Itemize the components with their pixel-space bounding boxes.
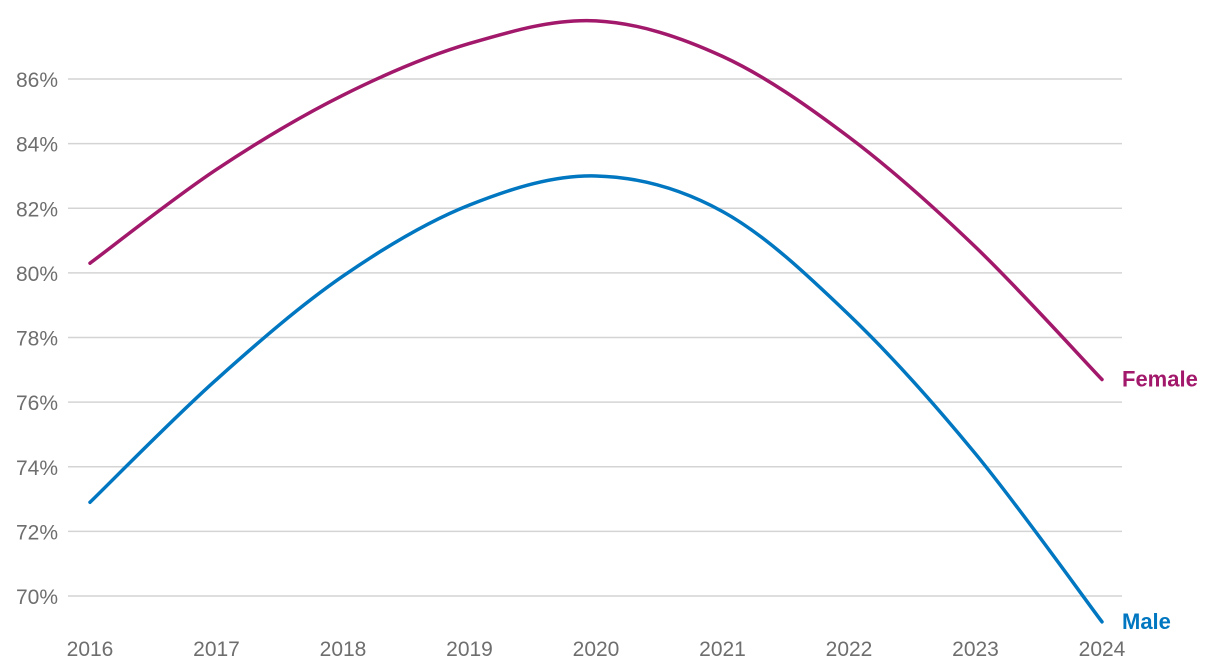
- y-tick-label: 84%: [16, 134, 58, 157]
- y-tick-label: 86%: [16, 69, 58, 92]
- series-lines: [88, 18, 1104, 624]
- y-tick-label: 74%: [16, 457, 58, 480]
- gridlines: [68, 78, 1122, 597]
- y-tick-label: 80%: [16, 263, 58, 286]
- y-tick-label: 78%: [16, 328, 58, 351]
- x-tick-label: 2022: [826, 638, 873, 661]
- x-tick-label: 2024: [1079, 638, 1126, 661]
- x-tick-label: 2018: [320, 638, 367, 661]
- x-axis-ticks: 2016 2017 2018 2019 2020 2021 2022 2023 2024: [67, 638, 1126, 661]
- y-tick-label: 72%: [16, 521, 58, 544]
- x-tick-label: 2021: [699, 638, 746, 661]
- y-axis-ticks: 70% 72% 74% 76% 78% 80% 82% 84% 86%: [16, 69, 58, 609]
- series-label-male: Male: [1122, 609, 1171, 634]
- y-tick-label: 70%: [16, 586, 58, 609]
- y-tick-label: 82%: [16, 198, 58, 221]
- x-tick-label: 2020: [573, 638, 620, 661]
- series-labels: Female Male: [1122, 367, 1198, 634]
- series-line-male: [88, 174, 1104, 624]
- y-tick-label: 76%: [16, 392, 58, 415]
- x-tick-label: 2017: [193, 638, 240, 661]
- x-tick-label: 2023: [952, 638, 999, 661]
- x-tick-label: 2019: [446, 638, 493, 661]
- series-label-female: Female: [1122, 367, 1198, 392]
- series-line-female: [88, 18, 1104, 382]
- x-tick-label: 2016: [67, 638, 114, 661]
